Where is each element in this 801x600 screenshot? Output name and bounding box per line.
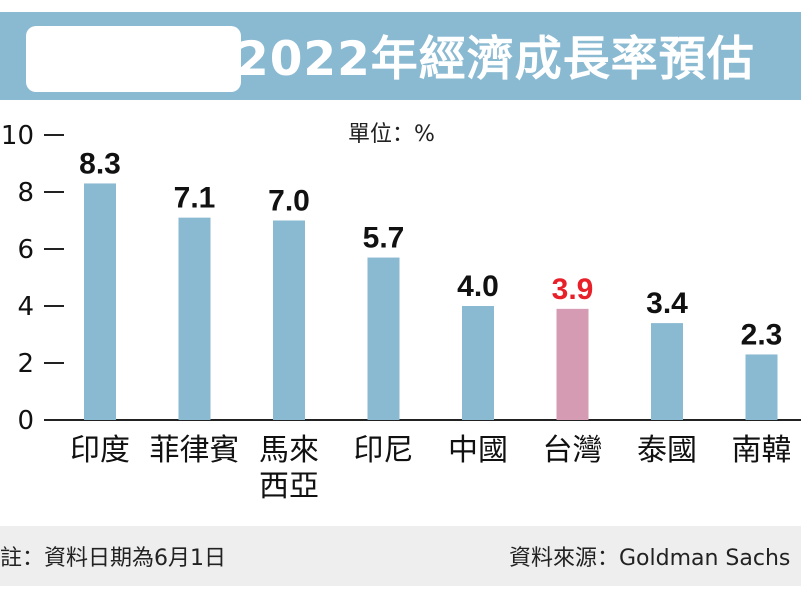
unit-label: 單位：% [348, 122, 435, 147]
category-label: 馬來 [259, 433, 319, 468]
category-label: 印度 [70, 433, 130, 468]
footer-source: 資料來源：Goldman Sachs [509, 546, 791, 571]
bar [178, 217, 211, 420]
y-tick-label: 2 [17, 349, 34, 379]
bar [84, 183, 116, 420]
y-tick-label: 4 [17, 292, 34, 322]
value-label: 4.0 [457, 270, 499, 303]
bar [556, 308, 589, 420]
value-labels: 8.3 7.1 7.0 5.7 4.0 3.9 3.4 2.3 [79, 147, 782, 351]
bar [462, 306, 494, 420]
chart-title: 2022年經濟成長率預估 [236, 32, 755, 87]
bar-chart: 0 2 4 6 8 10 8.3 7.1 7.0 5.7 4.0 3.9 3.4 2.3 印度 菲律賓 馬來… [1, 121, 801, 504]
y-tick-label: 8 [17, 178, 34, 208]
footer-bar [0, 526, 801, 586]
value-label: 7.0 [268, 185, 310, 218]
category-label: 西亞 [259, 469, 319, 504]
title-banner [0, 12, 801, 100]
bar [651, 323, 683, 420]
y-tick-label: 6 [17, 235, 34, 265]
y-tick-label: 0 [17, 406, 34, 436]
value-label: 2.3 [741, 318, 783, 351]
banner-blank-area [26, 26, 241, 92]
value-label: 7.1 [174, 182, 216, 215]
category-label: 泰國 [637, 433, 697, 468]
category-label: 台灣 [543, 433, 603, 468]
value-label: 5.7 [363, 222, 405, 255]
category-label: 菲律賓 [150, 433, 240, 468]
bars [84, 183, 778, 420]
bar [367, 257, 400, 420]
category-label: 印尼 [354, 433, 414, 468]
footer-note: 註：資料日期為6月1日 [0, 546, 226, 571]
value-label: 3.4 [646, 287, 688, 320]
category-label: 中國 [448, 433, 508, 468]
category-label: 南韓 [732, 433, 792, 468]
value-label: 8.3 [79, 147, 121, 180]
bar [745, 354, 778, 420]
value-label: 3.9 [552, 273, 594, 306]
y-tick-label: 10 [1, 121, 34, 151]
bar [273, 220, 305, 420]
